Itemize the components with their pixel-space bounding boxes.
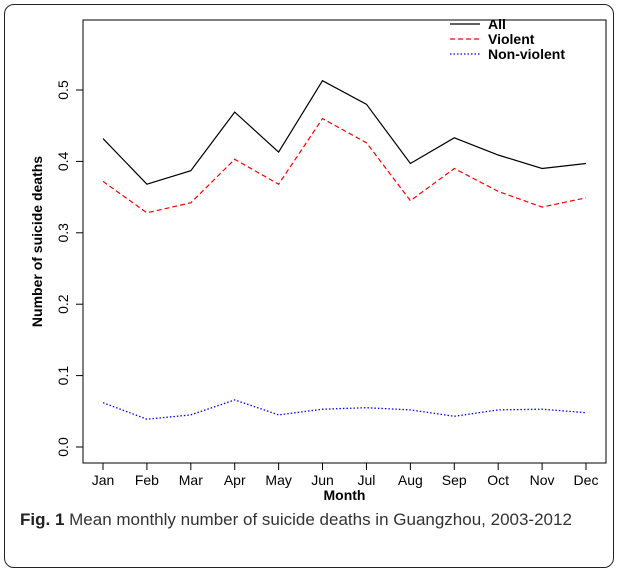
figure-caption: Fig. 1 Mean monthly number of suicide de… [20,508,580,532]
figure-frame [4,4,614,568]
plot-area-border [82,19,607,464]
x-tick-label: Mar [179,472,203,488]
x-tick-label: Dec [574,472,599,488]
x-tick-label: Feb [135,472,159,488]
legend-label: Non-violent [488,46,565,62]
y-axis-title: Number of suicide deaths [29,156,45,327]
figure-caption-text: Mean monthly number of suicide deaths in… [69,510,572,529]
x-tick-label: May [265,472,291,488]
x-tick-label: Oct [487,472,509,488]
x-tick-label: Aug [398,472,423,488]
x-tick-label: Jan [92,472,115,488]
legend-label: All [488,16,506,32]
y-tick-label: 0.4 [55,151,71,171]
figure-label: Fig. 1 [20,510,65,529]
series-line-violent [102,117,587,214]
y-tick-label: 0.1 [55,366,71,386]
y-tick-label: 0.5 [55,80,71,100]
y-tick-label: 0.3 [55,223,71,243]
line-chart: 0.0 0.1 0.2 0.3 0.4 0.5 Jan Feb Mar Apr May Jun Jul… [29,16,607,500]
series-line-all [102,79,587,185]
series-line-non-violent [102,399,587,420]
x-tick-label: Apr [224,472,246,488]
x-tick-label: Nov [530,472,555,488]
x-tick-label: Sep [442,472,467,488]
y-tick-label: 0.0 [55,437,71,457]
x-tick-label: Jul [358,472,376,488]
legend-label: Violent [488,31,535,47]
x-tick-label: Jun [311,472,334,488]
x-axis-title: Month [324,487,366,500]
y-tick-label: 0.2 [55,294,71,314]
